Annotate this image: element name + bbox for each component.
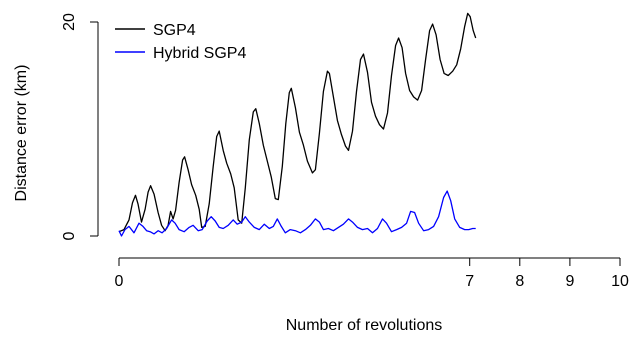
series-line-hybrid-sgp4 (118, 190, 476, 237)
y-axis-title: Distance error (km) (13, 65, 30, 202)
x-axis-ticks: 0 7 8 9 10 (115, 258, 629, 290)
x-tick-label: 8 (515, 273, 524, 290)
series-line-sgp4 (118, 12, 477, 233)
plot-area (97, 22, 620, 259)
y-tick-label: 0 (61, 231, 78, 240)
x-tick-label: 10 (611, 273, 629, 290)
x-tick-label: 0 (115, 273, 124, 290)
y-axis-ticks: 0 20 (61, 13, 98, 240)
series-layer (118, 12, 477, 237)
x-tick-label: 9 (565, 273, 574, 290)
legend: SGP4 Hybrid SGP4 (115, 22, 246, 62)
legend-label-sgp4: SGP4 (153, 22, 196, 39)
legend-label-hybrid-sgp4: Hybrid SGP4 (153, 45, 246, 62)
x-tick-label: 7 (465, 273, 474, 290)
x-axis-title: Number of revolutions (286, 317, 443, 334)
y-tick-label: 20 (61, 13, 78, 31)
